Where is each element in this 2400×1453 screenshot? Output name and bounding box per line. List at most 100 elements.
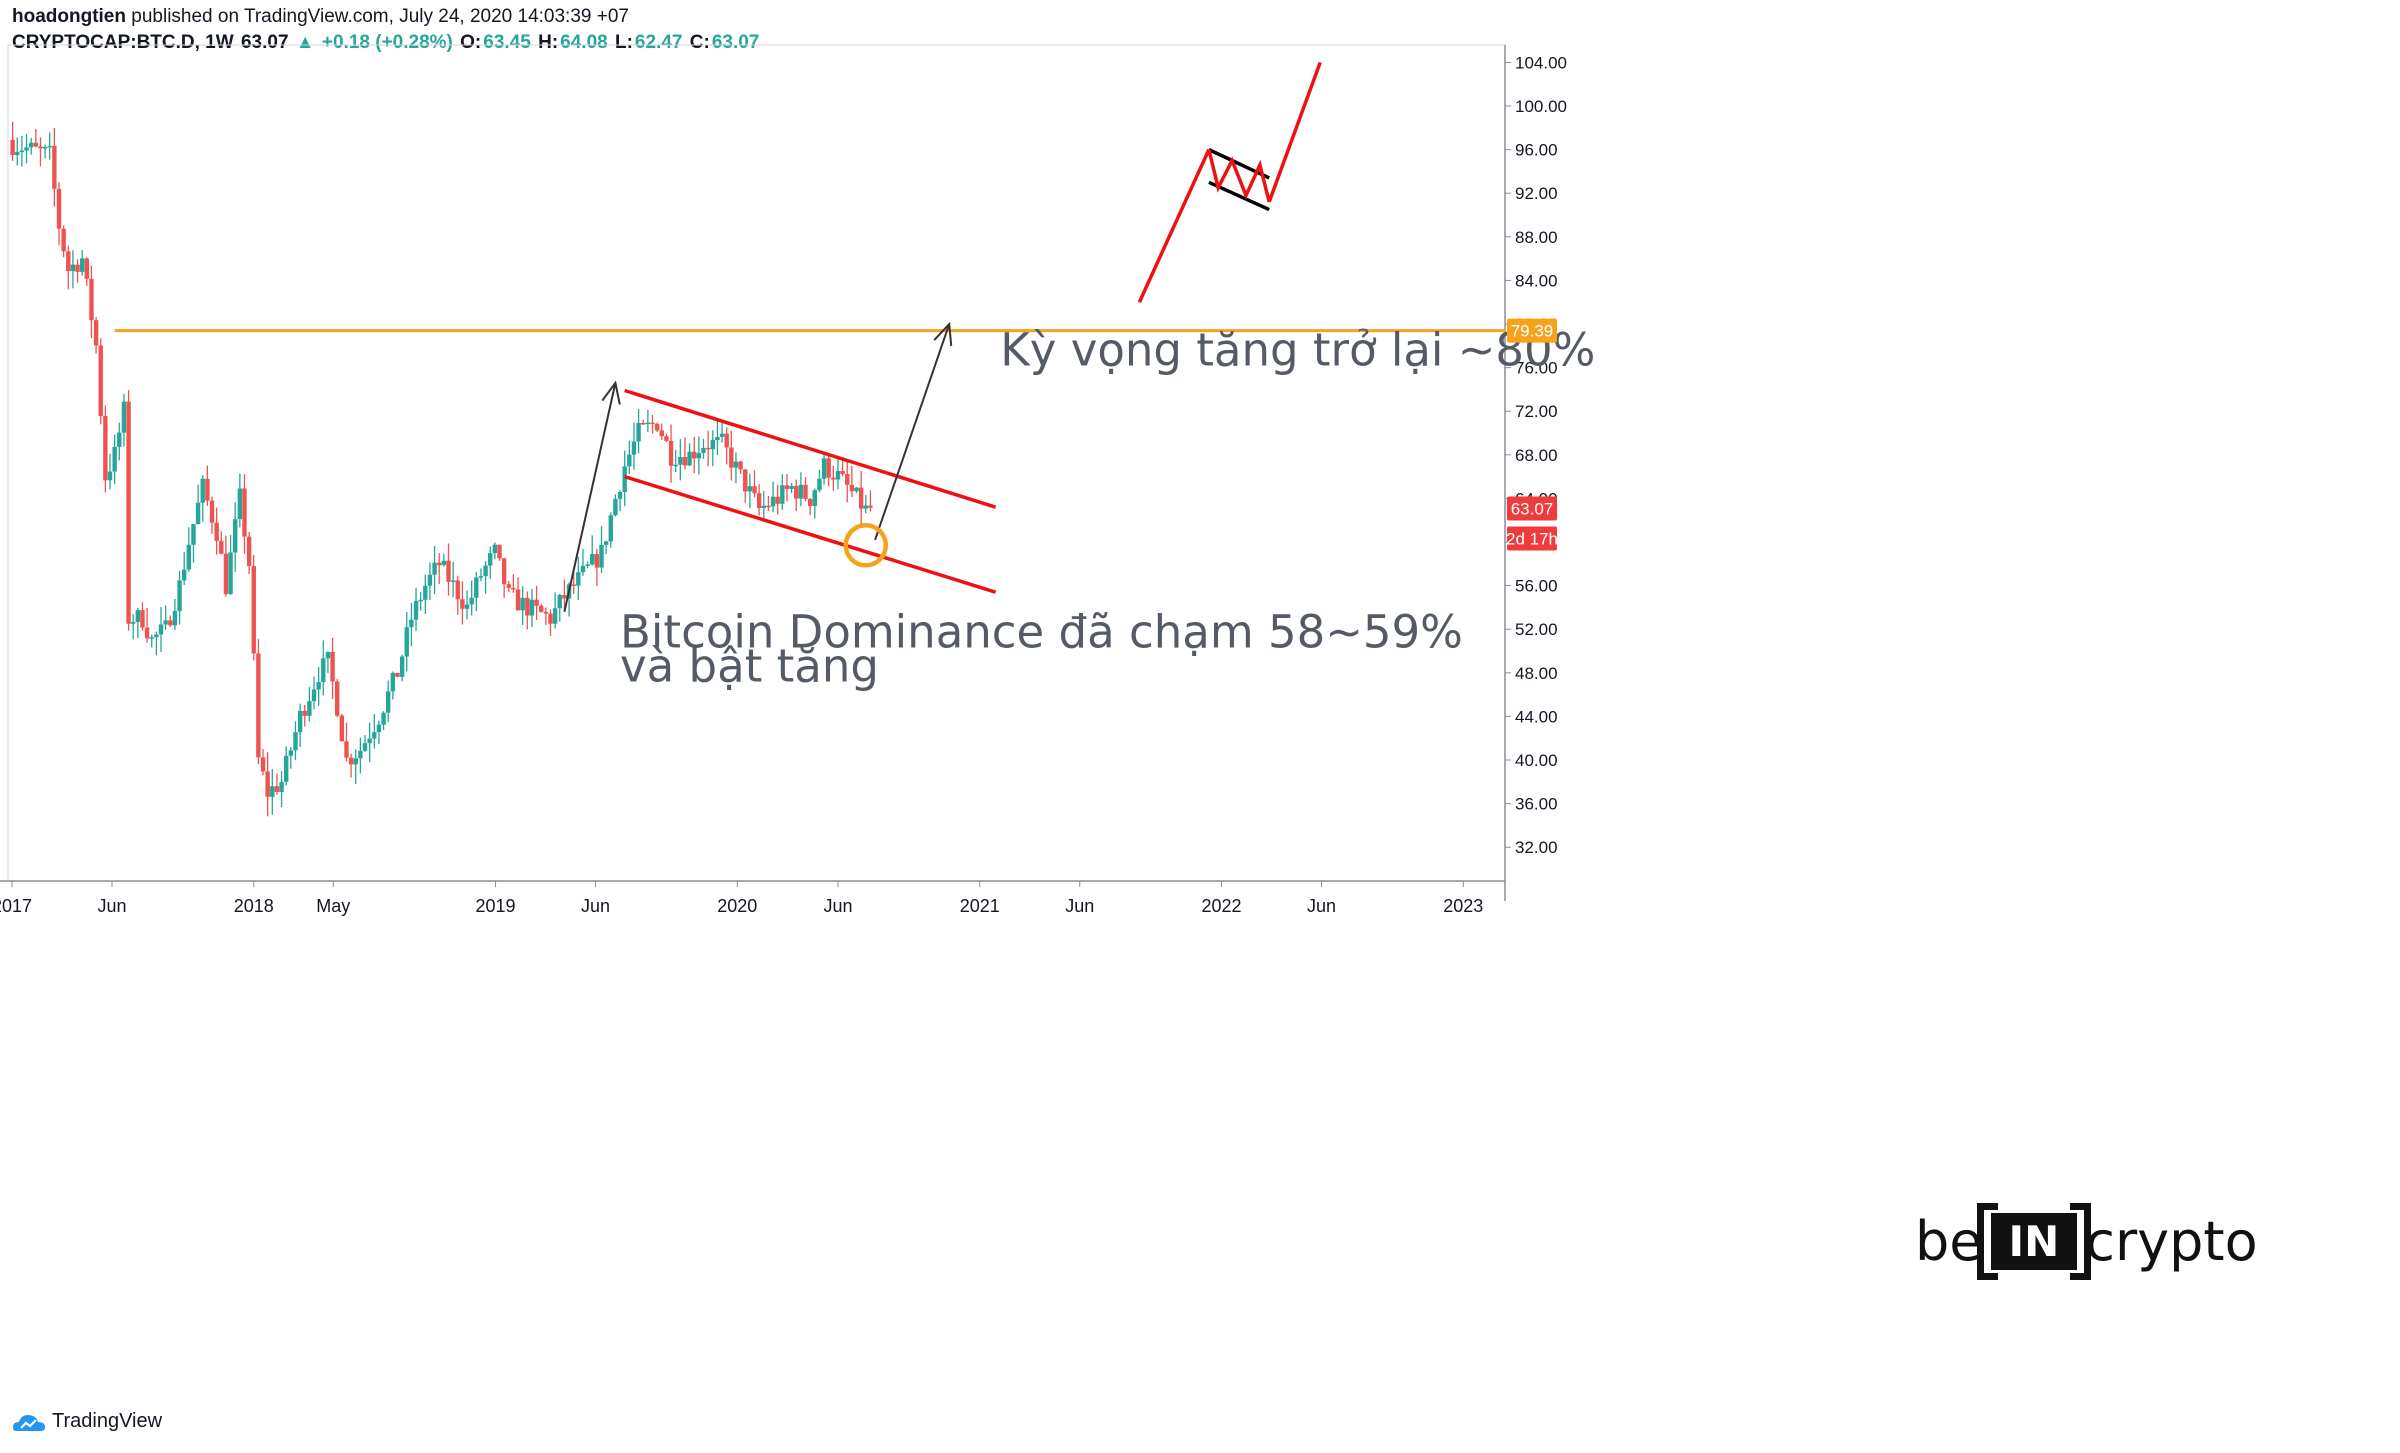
flag-zigzag xyxy=(1207,149,1271,203)
candle-body xyxy=(775,496,780,504)
candle-body xyxy=(613,498,618,516)
candle-body xyxy=(242,488,247,537)
candle-body xyxy=(715,436,720,441)
candle-body xyxy=(390,672,396,692)
candle-body xyxy=(441,560,447,566)
candle-body xyxy=(636,422,641,442)
candle-body xyxy=(654,423,660,431)
candle-body xyxy=(520,597,525,611)
candle-body xyxy=(515,589,521,611)
resistance-badge: 79.39 xyxy=(1507,318,1557,343)
symbol-name[interactable]: CRYPTOCAP:BTC.D, 1W xyxy=(12,32,234,53)
candle-body xyxy=(817,478,822,491)
candle-body xyxy=(47,145,52,148)
candle-body xyxy=(617,492,623,499)
candle-body xyxy=(483,565,488,577)
candle-body xyxy=(288,750,294,756)
candle-body xyxy=(826,458,831,478)
drawings: Kỳ vọng tăng trở lại ~80% Bitcoin Dominan… xyxy=(114,61,1595,693)
up-triangle-icon: ▲ xyxy=(295,32,315,53)
candle-body xyxy=(330,651,335,682)
candle-body xyxy=(603,541,609,545)
candle-body xyxy=(576,572,581,586)
close-label: C: xyxy=(689,32,710,53)
candle-body xyxy=(103,415,108,481)
annotation-text-0: Kỳ vọng tăng trở lại ~80% xyxy=(1000,323,1595,376)
candle-body xyxy=(478,576,484,578)
candle-body xyxy=(297,710,303,733)
candle-body xyxy=(821,458,827,479)
arrow-target xyxy=(874,321,953,541)
y-tick-label: 84.00 xyxy=(1515,271,1558,290)
y-tick-label: 100.00 xyxy=(1515,97,1567,116)
last-price-badge-bg xyxy=(1507,496,1557,521)
candle-body xyxy=(835,471,841,480)
candle-body xyxy=(56,188,62,229)
candle-body xyxy=(260,757,266,772)
price-labels: 79.39 63.07 2d 17h xyxy=(1506,318,1558,551)
candle-body xyxy=(552,608,558,624)
x-tick-label: Jun xyxy=(823,896,852,916)
candle-body xyxy=(608,515,613,542)
candle-body xyxy=(140,610,145,628)
candle-body xyxy=(557,594,562,609)
candle-body xyxy=(89,278,94,321)
tradingview-logo[interactable]: TradingView xyxy=(12,1410,162,1433)
y-tick-label: 76.00 xyxy=(1515,359,1558,378)
candle-body xyxy=(664,436,669,441)
candle-body xyxy=(724,433,729,448)
candle-body xyxy=(265,771,270,797)
candle-body xyxy=(237,488,243,520)
candle-body xyxy=(427,574,433,586)
publisher-name[interactable]: hoadongtien xyxy=(12,6,126,27)
candle-body xyxy=(246,536,252,567)
x-tick-label: May xyxy=(316,896,350,916)
candle-body xyxy=(42,147,48,149)
candle-body xyxy=(158,624,164,635)
candle-body xyxy=(543,611,549,614)
flag-pole xyxy=(1137,148,1211,303)
arrow-shaft xyxy=(874,323,951,541)
symbol-legend: CRYPTOCAP:BTC.D, 1W 63.07 ▲ +0.18 (+0.28… xyxy=(12,32,761,54)
candle-body xyxy=(455,580,460,600)
candle-body xyxy=(93,320,99,346)
candle-body xyxy=(325,651,331,659)
candle-body xyxy=(418,599,423,602)
candle-body xyxy=(474,577,479,598)
y-tick-label: 88.00 xyxy=(1515,228,1558,247)
candle-body xyxy=(437,562,442,566)
candle-body xyxy=(812,490,817,506)
candle-body xyxy=(673,464,678,467)
y-tick-label: 36.00 xyxy=(1515,795,1558,814)
candle-body xyxy=(344,741,349,758)
candle-body xyxy=(845,474,850,485)
open-label: O: xyxy=(460,32,482,53)
candle-body xyxy=(525,597,530,616)
candle-body xyxy=(284,755,289,782)
candle-body xyxy=(409,619,414,628)
candle-body xyxy=(631,441,637,455)
high-label: H: xyxy=(538,32,559,53)
candle-body xyxy=(19,150,25,153)
open-value: 63.45 xyxy=(483,32,531,53)
brand-box: IN xyxy=(1976,1203,2092,1280)
candle-body xyxy=(497,544,502,559)
candle-body xyxy=(840,471,845,475)
candle-body xyxy=(798,484,804,499)
candle-body xyxy=(214,522,219,541)
x-tick-label: Jun xyxy=(1065,896,1094,916)
candle-body xyxy=(172,611,178,626)
candle-body xyxy=(803,484,808,500)
candle-body xyxy=(270,786,275,797)
high-value: 64.08 xyxy=(560,32,608,53)
candle-body xyxy=(450,580,456,582)
candle-body xyxy=(307,701,312,716)
candle-body xyxy=(135,610,141,623)
candle-body xyxy=(256,653,261,758)
candle-body xyxy=(168,620,173,626)
candle-body xyxy=(181,569,187,581)
candle-body xyxy=(645,422,651,425)
x-tick-label: 2023 xyxy=(1443,896,1483,916)
candle-body xyxy=(766,505,771,508)
